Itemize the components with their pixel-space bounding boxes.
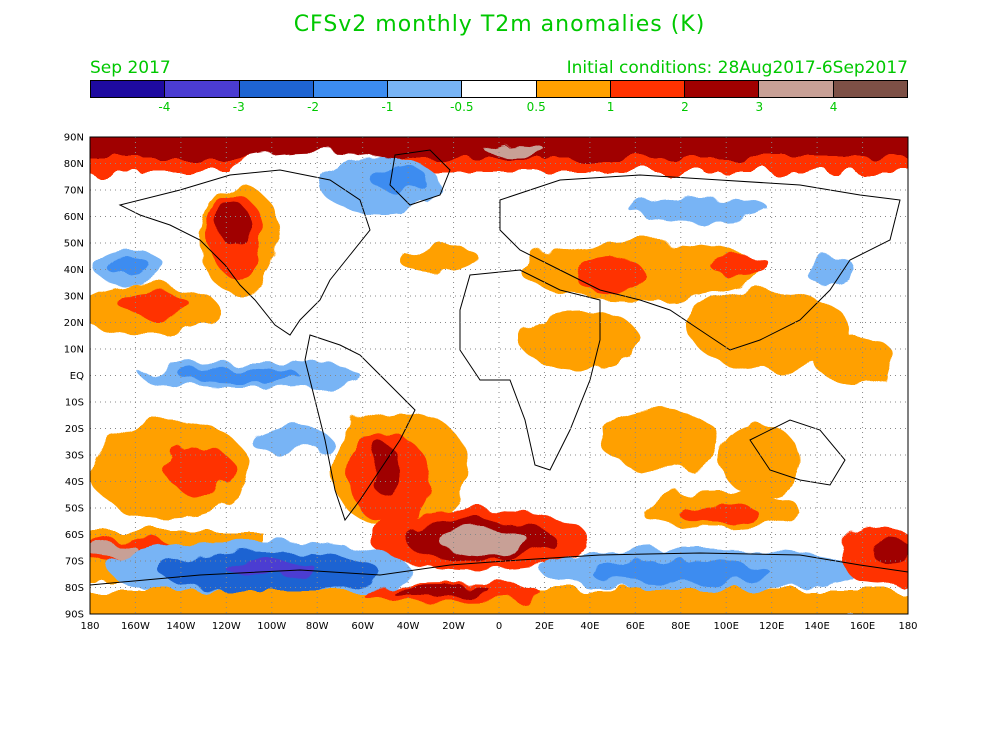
latitude-label: 60S: [65, 530, 84, 541]
color-scale-label: -4: [158, 100, 171, 114]
latitude-label: 40N: [64, 265, 84, 276]
longitude-label: 0: [496, 621, 502, 632]
latitude-label: 70S: [65, 557, 84, 568]
latitude-label: 50S: [65, 504, 84, 515]
longitude-label: 60E: [626, 621, 645, 632]
longitude-label: 160W: [121, 621, 150, 632]
color-scale-label: 3: [755, 100, 764, 114]
longitude-label: 80W: [306, 621, 329, 632]
longitude-label: 160E: [850, 621, 875, 632]
longitude-label: 40W: [397, 621, 420, 632]
longitude-label: 80E: [671, 621, 690, 632]
color-scale-label: 4: [829, 100, 838, 114]
longitude-label: 180: [80, 621, 99, 632]
map-frame: [89, 136, 909, 615]
forecast-month: Sep 2017: [90, 58, 171, 78]
color-scale-labels: -4 -3 -2 -1 -0.5 0.5 1 2 3 4: [90, 100, 908, 116]
axis-tick-labels: 90N 80N 70N 60N 50N 40N 30N 20N 10N EQ 10S 20S 30S 40…: [64, 133, 918, 633]
color-swatch: [833, 81, 907, 97]
latitude-label: 30S: [65, 451, 84, 462]
color-scale-label: -2: [307, 100, 320, 114]
latitude-label: 60N: [64, 212, 84, 223]
latitude-label: 10N: [64, 345, 84, 356]
color-swatch: [313, 81, 389, 97]
longitude-label: 40E: [580, 621, 599, 632]
latitude-label: EQ: [70, 371, 84, 382]
latitude-label: 50N: [64, 239, 84, 250]
color-scale-label: 0.5: [526, 100, 546, 114]
color-scale-label: 2: [681, 100, 689, 114]
color-swatch: [462, 81, 537, 97]
longitude-label: 120W: [212, 621, 241, 632]
coastlines: [90, 149, 908, 586]
color-swatch: [536, 81, 611, 97]
color-scale-label: 1: [606, 100, 615, 114]
longitude-label: 100W: [257, 621, 286, 632]
latitude-label: 40S: [65, 477, 84, 488]
longitude-label: 100E: [714, 621, 739, 632]
latitude-label: 80N: [64, 159, 84, 170]
color-swatch: [165, 81, 240, 97]
longitude-label: 120E: [759, 621, 784, 632]
longitude-label: 140W: [166, 621, 195, 632]
longitude-label: 20W: [442, 621, 465, 632]
initial-conditions: Initial conditions: 28Aug2017-6Sep2017: [566, 58, 908, 78]
color-swatch: [388, 81, 463, 97]
color-scale-label: -3: [232, 100, 245, 114]
color-scale-label: -0.5: [450, 100, 474, 114]
longitude-label: 60W: [351, 621, 374, 632]
longitude-label: 140E: [804, 621, 829, 632]
latitude-label: 20N: [64, 318, 84, 329]
latitude-label: 30N: [64, 292, 84, 303]
color-swatch: [685, 81, 760, 97]
color-swatch: [610, 81, 686, 97]
latitude-label: 20S: [65, 424, 84, 435]
longitude-label: 20E: [535, 621, 554, 632]
latitude-label: 70N: [64, 186, 84, 197]
color-swatch: [91, 81, 166, 97]
color-swatch: [239, 81, 314, 97]
color-swatch: [759, 81, 834, 97]
latitude-label: 90N: [64, 133, 84, 144]
latitude-label: 10S: [65, 398, 84, 409]
color-scale-bar: [90, 80, 908, 98]
map-title: CFSv2 monthly T2m anomalies (K): [293, 12, 706, 37]
latitude-label: 90S: [65, 610, 84, 621]
color-scale-label: -1: [381, 100, 394, 114]
latitude-label: 80S: [65, 583, 84, 594]
longitude-label: 180: [898, 621, 917, 632]
map-area: [90, 137, 908, 614]
